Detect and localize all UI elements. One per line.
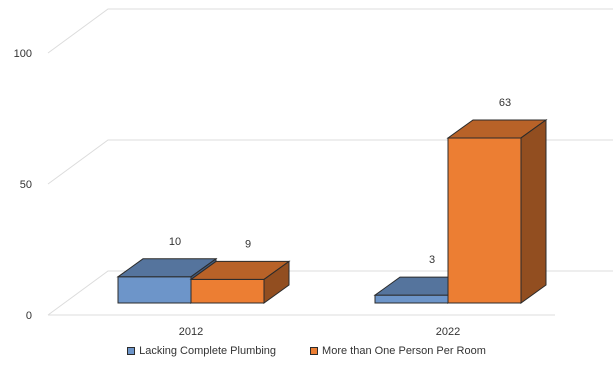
gridline-0 <box>47 270 613 316</box>
bar-front <box>374 294 449 304</box>
data-labels: 10 9 3 63 <box>169 97 511 266</box>
gridline-50 <box>47 139 613 185</box>
y-tick-label-0: 0 <box>26 310 32 322</box>
legend-swatch-series-2 <box>310 347 319 355</box>
bars <box>116 118 548 304</box>
x-axis: 2012 2022 <box>179 326 460 338</box>
legend: Lacking Complete Plumbing More than One … <box>0 345 613 357</box>
bar-side <box>520 118 547 304</box>
x-tick-label-2022: 2022 <box>436 326 460 338</box>
bar-front <box>117 276 192 304</box>
y-tick-label-100: 100 <box>14 48 32 60</box>
y-tick-label-50: 50 <box>20 179 32 191</box>
legend-item-series-2: More than One Person Per Room <box>310 345 486 357</box>
data-label: 10 <box>169 236 181 248</box>
bar-front <box>447 137 522 304</box>
data-label: 9 <box>245 238 251 250</box>
gridline-100 <box>47 8 613 54</box>
data-label: 3 <box>429 254 435 266</box>
bar-more-than-one-person-per-room-2012 <box>189 260 291 304</box>
bar-side <box>263 260 290 304</box>
legend-label-series-1: Lacking Complete Plumbing <box>139 345 277 357</box>
grid-layer <box>47 8 613 316</box>
y-axis: 0 50 100 <box>14 48 32 322</box>
bar-more-than-one-person-per-room-2022 <box>446 118 548 304</box>
data-label: 63 <box>499 97 511 109</box>
legend-item-series-1: Lacking Complete Plumbing <box>127 345 276 357</box>
bar-front <box>190 278 265 304</box>
x-tick-label-2012: 2012 <box>179 326 203 338</box>
legend-label-series-2: More than One Person Per Room <box>322 345 486 357</box>
legend-swatch-series-1 <box>127 347 136 355</box>
